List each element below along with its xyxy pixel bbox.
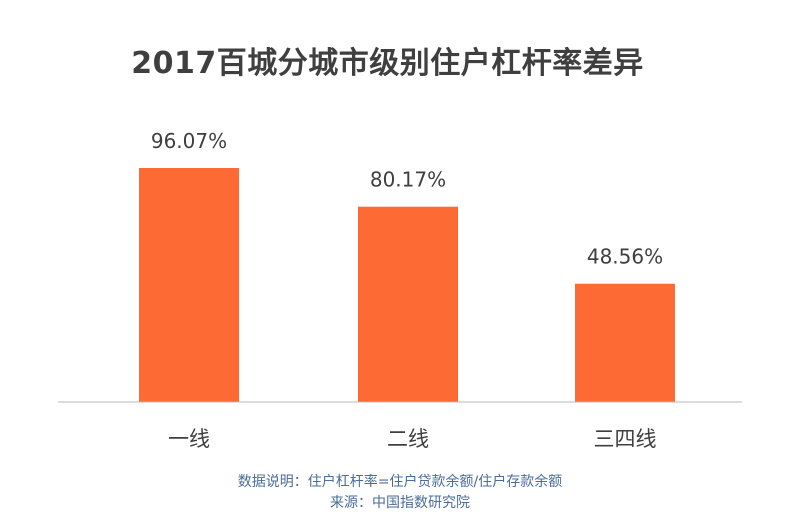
source-note: 来源：中国指数研究院 xyxy=(330,495,470,511)
category-label-3: 三四线 xyxy=(594,427,657,451)
data-definition-note: 数据说明：住户杠杆率=住户贷款余额/住户存款余额 xyxy=(237,474,563,490)
bar-3 xyxy=(575,283,675,402)
value-label-2: 80.17% xyxy=(370,168,446,192)
value-label-1: 96.07% xyxy=(151,129,227,153)
category-label-1: 一线 xyxy=(168,427,210,451)
category-label-2: 二线 xyxy=(387,427,429,451)
bar-1 xyxy=(139,168,239,402)
value-label-3: 48.56% xyxy=(587,245,663,269)
chart-title: 2017百城分城市级别住户杠杆率差异 xyxy=(131,46,644,81)
bar-2 xyxy=(358,206,458,402)
